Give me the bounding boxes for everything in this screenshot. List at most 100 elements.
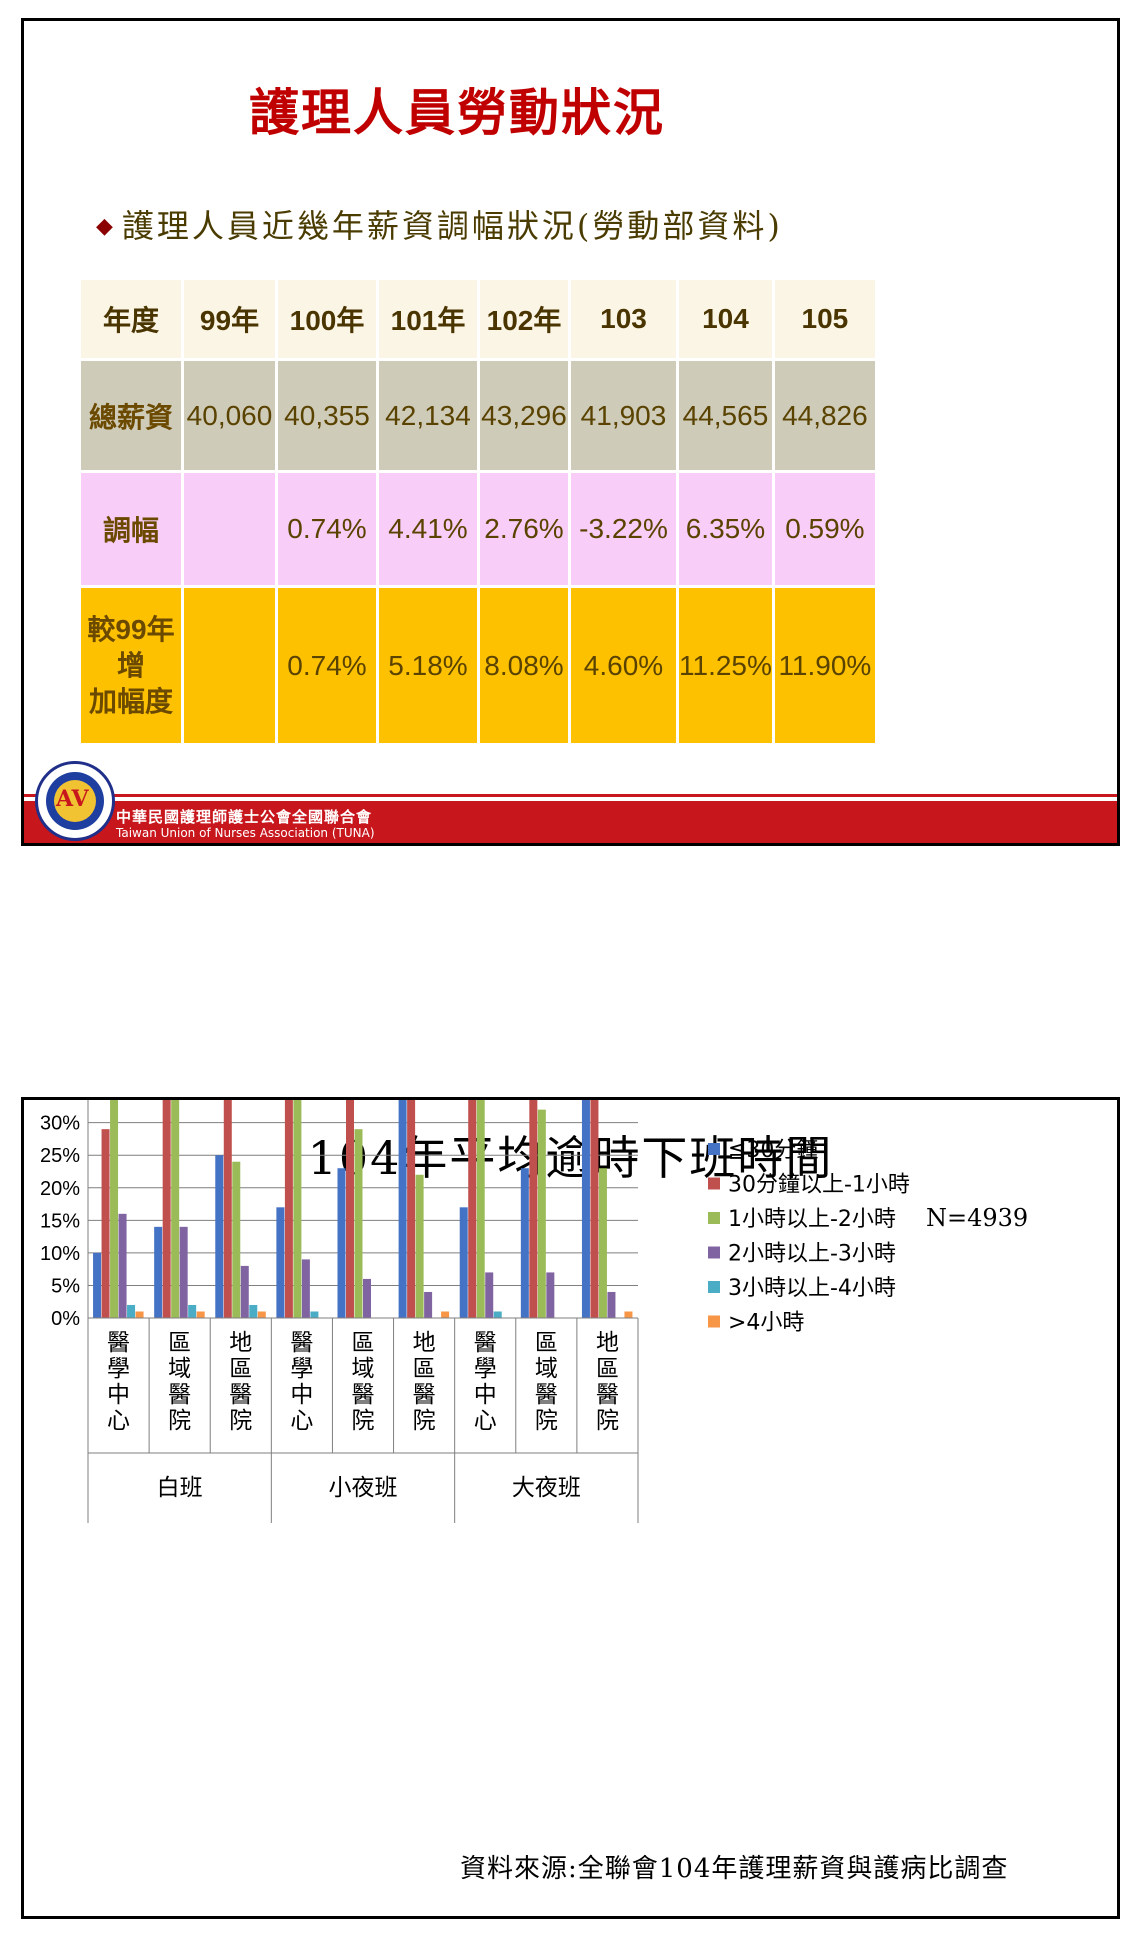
legend-swatch	[708, 1281, 720, 1293]
category-label: 地	[413, 1330, 436, 1356]
bar	[520, 1168, 529, 1318]
bar	[215, 1155, 224, 1318]
legend-swatch	[708, 1143, 720, 1155]
bar	[135, 1311, 144, 1318]
bar	[607, 1291, 616, 1318]
table-cell: 2.76%	[480, 473, 568, 585]
legend-swatch	[708, 1315, 720, 1328]
bar	[196, 1311, 205, 1318]
bar	[581, 1100, 590, 1318]
category-label: 域	[168, 1356, 191, 1382]
category-label: 中	[107, 1382, 130, 1408]
table-cell	[184, 473, 275, 585]
bar	[127, 1304, 136, 1318]
category-label: 醫	[290, 1330, 313, 1356]
group-label: 大夜班	[512, 1475, 581, 1501]
legend-swatch	[708, 1177, 720, 1190]
category-label: 醫	[535, 1382, 558, 1408]
category-label: 醫	[474, 1330, 497, 1356]
bar	[162, 1100, 171, 1318]
header-cell: 102年	[480, 280, 568, 358]
legend-label: ≦30分鐘	[728, 1138, 818, 1163]
y-tick-label: 25%	[40, 1145, 80, 1167]
footer-divider	[24, 794, 1117, 797]
bar	[93, 1252, 102, 1318]
table-cell: 42,134	[379, 361, 477, 470]
legend-label: 1小時以上-2小時	[728, 1207, 896, 1232]
bar	[415, 1174, 424, 1318]
y-tick-label: 30%	[40, 1113, 80, 1135]
diamond-bullet-icon: ◆	[96, 214, 116, 239]
subtitle-text: 護理人員近幾年薪資調幅狀況(勞動部資料)	[121, 207, 783, 245]
legend-swatch	[708, 1212, 720, 1224]
category-label: 心	[474, 1408, 497, 1434]
table-cell: 40,060	[184, 361, 275, 470]
category-label: 醫	[413, 1382, 436, 1408]
category-label: 區	[535, 1330, 558, 1356]
legend-label: 2小時以上-3小時	[728, 1242, 896, 1267]
row-label: 總薪資	[81, 361, 181, 470]
y-tick-label: 0%	[51, 1308, 80, 1330]
org-name-zh: 中華民國護理師護士公會全國聯合會	[116, 808, 373, 826]
table-cell: 44,826	[774, 361, 875, 470]
category-label: 院	[596, 1408, 619, 1434]
bar	[171, 1100, 180, 1318]
data-source-note: 資料來源:全聯會104年護理薪資與護病比調查	[460, 1854, 1009, 1884]
bar	[249, 1304, 258, 1318]
logo-mark: AV	[56, 786, 89, 812]
category-label: 醫	[229, 1382, 252, 1408]
bar	[223, 1100, 232, 1318]
bar	[337, 1168, 346, 1318]
category-label: 醫	[352, 1382, 375, 1408]
slide-title: 護理人員勞動狀況	[249, 84, 665, 142]
table-cell: 4.60%	[571, 588, 676, 743]
overtime-bar-chart: 0%5%10%15%20%25%30%35%40%45%醫學中心區域醫院地區醫院…	[40, 1100, 910, 1523]
category-label: 心	[290, 1408, 313, 1434]
org-name-en: Taiwan Union of Nurses Association (TUNA…	[116, 826, 375, 840]
row-label-line: 加幅度	[88, 685, 173, 717]
bar	[407, 1100, 416, 1318]
bar	[240, 1265, 249, 1318]
bar	[118, 1213, 127, 1318]
bar	[468, 1100, 477, 1318]
y-tick-label: 35%	[40, 1100, 80, 1102]
table-cell: 44,565	[679, 361, 772, 470]
legend-label: >4小時	[728, 1311, 804, 1336]
bar	[293, 1100, 302, 1318]
bar	[424, 1291, 433, 1318]
bar	[354, 1129, 363, 1318]
bar	[257, 1311, 266, 1318]
group-label: 小夜班	[329, 1475, 398, 1501]
logo-inner	[54, 780, 96, 822]
bar	[188, 1304, 197, 1318]
category-label: 院	[229, 1408, 252, 1434]
bar	[363, 1278, 371, 1318]
category-label: 域	[535, 1356, 558, 1382]
sample-size-label: N=4939	[926, 1204, 1029, 1232]
table-cell: 11.90%	[774, 588, 875, 743]
bar	[590, 1100, 599, 1318]
header-cell: 104	[679, 280, 772, 358]
bar	[276, 1207, 285, 1318]
bar	[459, 1207, 468, 1318]
header-cell: 101年	[379, 280, 477, 358]
bar	[493, 1311, 502, 1318]
row-label: 調幅	[81, 473, 181, 585]
y-tick-label: 15%	[40, 1210, 80, 1232]
category-label: 區	[413, 1356, 436, 1382]
category-label: 心	[107, 1408, 130, 1434]
table-header-row: 年度 99年 100年 101年 102年 103 104 105	[81, 280, 875, 358]
category-label: 醫	[107, 1330, 130, 1356]
bar	[346, 1100, 354, 1318]
table-cell: 6.35%	[679, 473, 772, 585]
category-label: 學	[474, 1356, 497, 1382]
category-label: 區	[596, 1356, 619, 1382]
table-cell: 5.18%	[379, 588, 477, 743]
salary-table: 年度 99年 100年 101年 102年 103 104 105 總薪資 40…	[78, 277, 878, 746]
y-tick-label: 10%	[40, 1243, 80, 1265]
footer-bar	[24, 801, 1117, 843]
bar	[537, 1109, 546, 1318]
bar	[624, 1311, 633, 1318]
category-label: 區	[168, 1330, 191, 1356]
header-cell: 105	[774, 280, 875, 358]
